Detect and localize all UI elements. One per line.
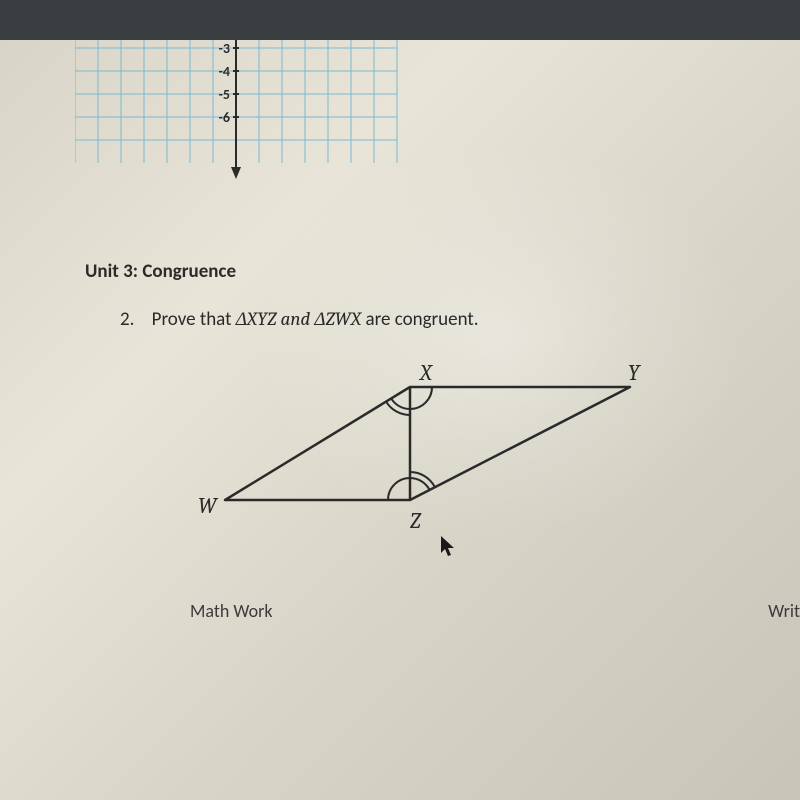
and-text: and: [276, 308, 314, 330]
svg-text:-3: -3: [219, 40, 230, 57]
svg-text:-6: -6: [219, 109, 230, 126]
unit-title: Unit 3: Congruence: [85, 260, 236, 283]
math-work-label: Math Work: [190, 600, 273, 622]
vertex-label-y: Y: [628, 360, 640, 386]
document-page: -2-3-4-5-6 Unit 3: Congruence 2. Prove t…: [0, 40, 800, 800]
mouse-cursor-icon: [440, 535, 458, 559]
svg-text:-4: -4: [219, 63, 230, 80]
problem-text-before: Prove that: [152, 308, 236, 331]
writ-label: Writ: [768, 600, 800, 622]
vertex-label-x: X: [420, 360, 432, 386]
vertex-label-w: W: [198, 493, 217, 519]
problem-statement: 2. Prove that ΔXYZ and ΔZWX are congruen…: [120, 308, 479, 331]
vertex-label-z: Z: [410, 508, 421, 534]
unit-title-text: Unit 3: Congruence: [85, 260, 236, 283]
coordinate-grid: -2-3-4-5-6: [75, 40, 405, 200]
problem-number: 2.: [120, 308, 134, 331]
grid-svg: -2-3-4-5-6: [75, 40, 405, 200]
parallelogram-figure: X Y W Z: [120, 350, 640, 530]
problem-text-after: are congruent.: [361, 308, 478, 331]
svg-text:-5: -5: [219, 86, 230, 103]
app-toolbar: [0, 0, 800, 40]
triangle-1: ΔXYZ: [236, 308, 277, 330]
triangle-2: ΔZWX: [314, 308, 361, 330]
